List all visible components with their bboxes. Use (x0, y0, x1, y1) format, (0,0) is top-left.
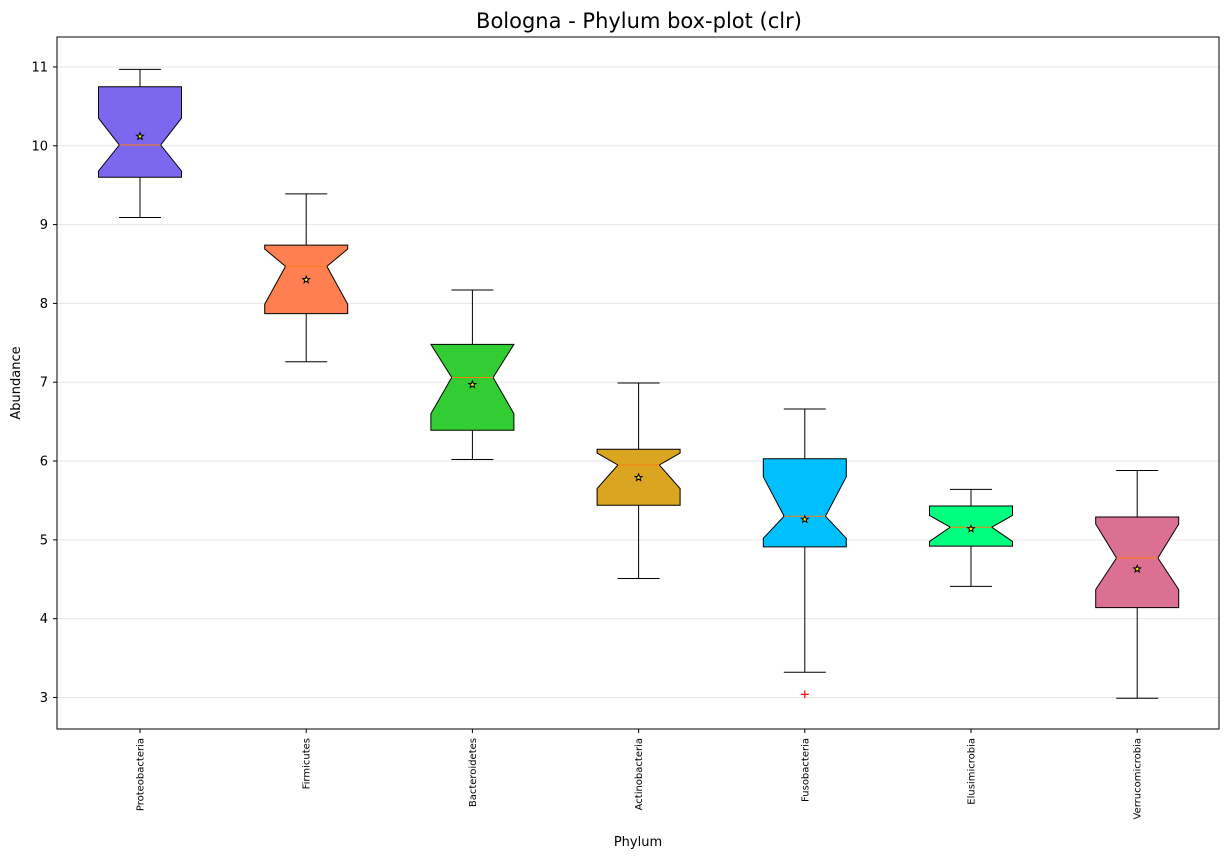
chart-title: Bologna - Phylum box-plot (clr) (476, 9, 802, 33)
y-tick-label: 9 (40, 218, 48, 233)
x-tick-label: Fusobacteria (800, 738, 811, 802)
x-tick-label: Bacteroidetes (468, 738, 479, 807)
x-tick-label: Actinobacteria (634, 738, 645, 810)
x-tick-label: Firmicutes (302, 738, 313, 789)
grid-lines (57, 66, 1219, 698)
x-tick-label: Verrucomicrobia (1133, 738, 1144, 820)
mean-marker (467, 379, 478, 389)
y-tick-label: 11 (31, 60, 48, 75)
mean-marker (1132, 563, 1142, 574)
box-verrucomicrobia (1095, 469, 1180, 699)
y-tick-label: 7 (40, 376, 48, 391)
y-tick-label: 8 (40, 297, 48, 312)
x-axis-label: Phylum (614, 835, 662, 850)
y-tick-label: 4 (40, 612, 48, 627)
y-tick-label: 6 (40, 455, 48, 470)
x-tick-label: Proteobacteria (136, 738, 147, 811)
box-fusobacteria (762, 408, 847, 699)
boxes (98, 68, 1180, 699)
mean-marker (966, 523, 976, 533)
mean-marker (301, 274, 311, 284)
box-bacteroidetes (429, 289, 515, 460)
box-elusimicrobia (929, 488, 1013, 587)
plot-frame (56, 36, 1220, 730)
mean-marker (633, 472, 644, 482)
x-axis: Proteobacteria Firmicutes Bacteroidetes Act… (136, 729, 1144, 820)
y-tick-label: 10 (31, 139, 48, 154)
outlier-marker (800, 690, 809, 699)
box-body (1095, 516, 1180, 609)
box-actinobacteria (596, 382, 681, 579)
y-tick-label: 5 (40, 533, 48, 548)
x-tick-label: Elusimicrobia (967, 738, 978, 805)
box-proteobacteria (98, 68, 182, 218)
y-axis-label: Abundance (9, 346, 24, 419)
mean-marker (800, 514, 810, 524)
box-body (429, 343, 515, 431)
box-firmicutes (264, 193, 349, 363)
mean-marker (135, 131, 145, 141)
y-axis: 3 4 5 6 7 8 9 10 11 (31, 60, 57, 706)
box-body (762, 458, 847, 548)
y-tick-label: 3 (40, 691, 48, 706)
